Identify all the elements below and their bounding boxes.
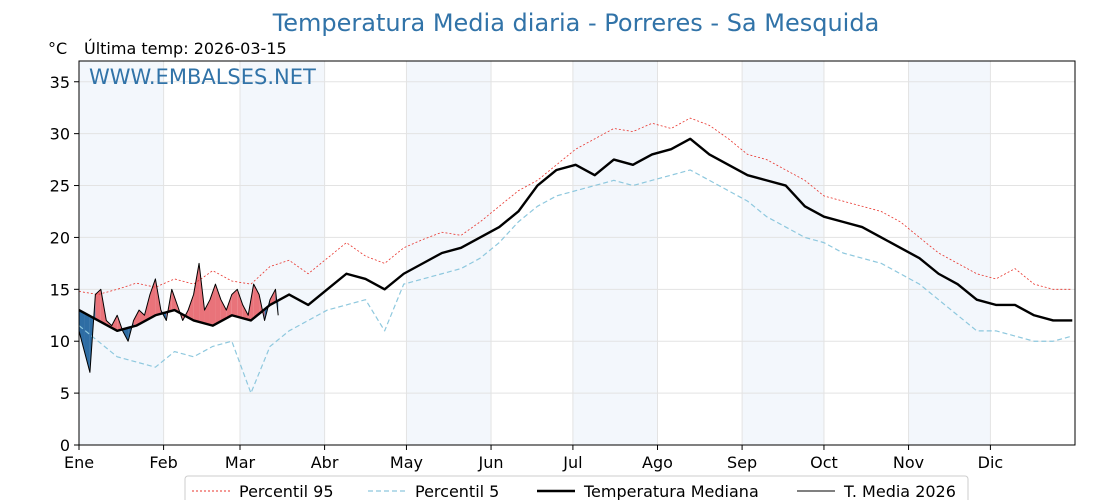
month-band-nov — [908, 61, 991, 445]
y-axis: 0 5 10 15 20 25 30 35 — [50, 73, 79, 455]
y-tick-label-0: 0 — [60, 436, 70, 455]
series-line-2 — [78, 137, 1073, 333]
last-temp-label: Última temp: 2026-03-15 — [84, 39, 287, 58]
anomaly-fill-1 — [84, 313, 90, 373]
month-band-may — [406, 61, 492, 445]
anomaly-fill-10 — [133, 310, 140, 327]
y-tick-label-5: 5 — [60, 384, 70, 403]
anomaly-fill-3 — [95, 289, 101, 322]
month-bands — [79, 61, 991, 445]
anomaly-fill-28 — [231, 289, 238, 317]
anomaly-fill-23 — [204, 299, 210, 325]
y-tick-label-35: 35 — [50, 73, 70, 92]
plot-frame — [78, 60, 1076, 446]
anomaly-fill-13 — [149, 278, 156, 319]
x-tick-label-abr: Abr — [311, 453, 339, 472]
month-band-mar — [239, 61, 325, 445]
y-tick-label-30: 30 — [50, 125, 70, 144]
legend-label-3: T. Media 2026 — [843, 482, 956, 500]
unit-label: °C — [48, 39, 67, 58]
legend-label-0: Percentil 95 — [239, 482, 334, 500]
anomaly-fill-20 — [188, 294, 194, 321]
x-tick-label-mar: Mar — [225, 453, 256, 472]
x-tick-label-jul: Jul — [562, 453, 582, 472]
anomaly-fill-17 — [171, 289, 178, 312]
month-band-ene — [79, 61, 164, 445]
anomaly-fill-26 — [220, 299, 227, 322]
x-tick-label-jun: Jun — [478, 453, 504, 472]
y-tick-label-10: 10 — [50, 332, 70, 351]
anomaly-fill-29 — [237, 289, 243, 319]
legend-box — [184, 475, 969, 500]
y-tick-label-20: 20 — [50, 228, 70, 247]
x-tick-label-ago: Ago — [642, 453, 673, 472]
anomaly-fill-6 — [111, 315, 118, 331]
anomaly-fill-24 — [209, 284, 216, 325]
legend-label-2: Temperatura Mediana — [583, 482, 759, 500]
anomaly-fill-25 — [215, 284, 221, 325]
month-band-sep — [742, 61, 824, 445]
watermark: WWW.EMBALSES.NET — [89, 65, 316, 89]
series-line-0 — [78, 117, 1073, 295]
x-tick-label-nov: Nov — [893, 453, 924, 472]
anomaly-fill-30 — [242, 304, 249, 320]
y-tick-label-15: 15 — [50, 280, 70, 299]
legend: Percentil 95 Percentil 5 Temperatura Media… — [184, 475, 969, 500]
series-line-3 — [78, 262, 279, 373]
y-tick-label-25: 25 — [50, 177, 70, 196]
x-tick-label-ene: Ene — [64, 453, 94, 472]
x-tick-label-oct: Oct — [810, 453, 838, 472]
series-line-1 — [78, 169, 1073, 394]
series-lines — [78, 117, 1073, 394]
x-tick-label-dic: Dic — [978, 453, 1004, 472]
month-band-jul — [572, 61, 658, 445]
x-tick-label-feb: Feb — [149, 453, 177, 472]
legend-label-1: Percentil 5 — [415, 482, 499, 500]
x-axis: Ene Feb Mar Abr May Jun Jul Ago Sep Oct Nov Dic — [64, 445, 1003, 472]
anomaly-fill-21 — [193, 263, 200, 322]
anomaly-fill-35 — [270, 289, 276, 305]
anomaly-fill-0 — [79, 310, 85, 352]
anomaly-fill-27 — [226, 294, 232, 319]
x-tick-label-may: May — [390, 453, 423, 472]
chart-title: Temperatura Media diaria - Porreres - Sa… — [272, 9, 880, 37]
x-tick-label-sep: Sep — [727, 453, 757, 472]
